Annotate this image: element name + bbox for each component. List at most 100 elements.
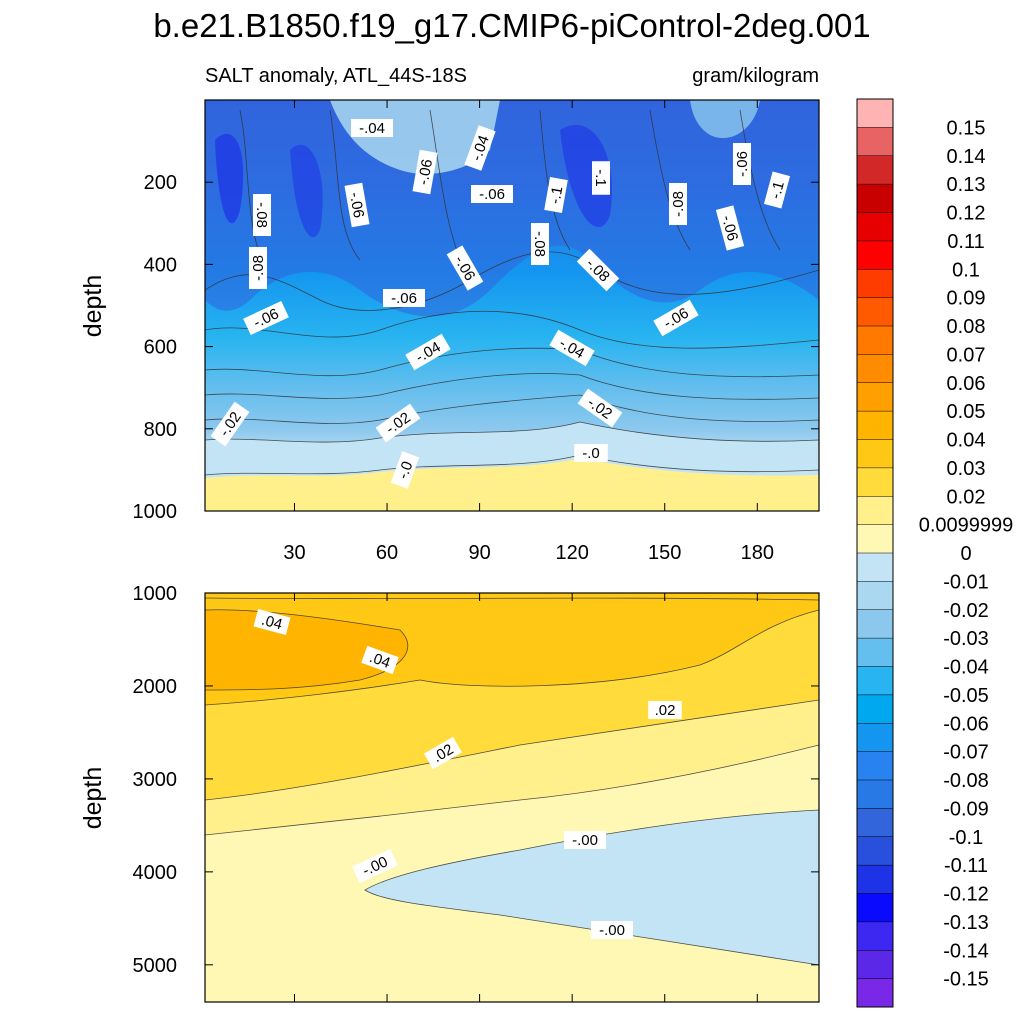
lower-contour-label: .02 <box>423 736 463 770</box>
colorbar-swatch <box>857 240 893 270</box>
colorbar-label: 0.13 <box>947 174 986 196</box>
contour-label-text: -.08 <box>531 231 548 257</box>
contour-label-bg <box>249 247 267 289</box>
contour-label-bg <box>715 205 745 251</box>
axes: 200 400 600 800 1000 30 60 90 120 150 180 1000 2000 3… <box>79 100 819 1002</box>
colorbar-swatch <box>857 808 893 838</box>
colorbar-label: -0.12 <box>943 884 989 906</box>
upper-xtick-label: 60 <box>376 542 398 564</box>
contour-label-text: .04 <box>367 649 392 672</box>
contour-label-bg <box>464 125 496 171</box>
upper-contour-label: -.06 <box>471 185 513 203</box>
upper-contour-label: -.06 <box>733 143 751 185</box>
lower-panel-frame <box>204 592 820 1003</box>
colorbar-swatch <box>857 467 893 497</box>
lower-contour-label: .04 <box>253 608 291 636</box>
lower-contour-label: -.00 <box>564 831 606 849</box>
lower-contour-label: .02 <box>648 701 682 719</box>
upper-xtick-label: 150 <box>648 542 681 564</box>
lower-contour-label: -.00 <box>591 921 633 939</box>
contour-label-text: .04 <box>260 612 285 634</box>
upper-band-deep-core <box>215 133 244 224</box>
contour-label-bg <box>361 645 399 675</box>
colorbar-swatch <box>857 921 893 951</box>
contour-label-bg <box>763 171 791 209</box>
contour-label-bg <box>576 248 620 292</box>
colorbar-swatch <box>857 723 893 752</box>
upper-contour-label: -.0 <box>390 451 420 489</box>
colorbar-label: 0.1 <box>952 259 980 281</box>
colorbar-label: 0 <box>960 543 971 565</box>
colorbar-swatch <box>857 950 893 979</box>
contour-label-bg <box>253 608 291 636</box>
colorbar-label: -0.09 <box>943 798 989 820</box>
contour-label-bg <box>592 161 610 195</box>
colorbar-label: -0.14 <box>943 940 989 962</box>
colorbar-swatch <box>857 836 893 866</box>
contour-label-text: -.08 <box>250 255 267 281</box>
upper-band-light-top-2 <box>690 100 760 139</box>
colorbar-swatch <box>857 297 893 327</box>
upper-xtick-label: 180 <box>741 542 774 564</box>
colorbar-label: -0.04 <box>943 657 989 679</box>
upper-contour-label: -.1 <box>592 161 610 195</box>
upper-contour-label: -.06 <box>383 289 425 307</box>
contour-label-bg <box>574 444 608 462</box>
contour-label-bg <box>423 736 463 770</box>
colorbar-swatch <box>857 751 893 781</box>
upper-xtick-label: 120 <box>555 542 588 564</box>
colorbar-label: -0.13 <box>943 912 989 934</box>
contour-label-text: -.06 <box>391 290 417 307</box>
colorbar-swatch <box>857 638 893 667</box>
upper-xtick-label: 30 <box>283 542 305 564</box>
contour-label-text: -.00 <box>572 832 598 849</box>
upper-ytick-label: 1000 <box>133 501 178 523</box>
colorbar-label: -0.08 <box>943 770 989 792</box>
upper-panel <box>205 100 819 511</box>
colorbar-label: -0.1 <box>949 827 983 849</box>
colorbar-swatch <box>857 439 893 469</box>
lower-contour-label: .04 <box>361 645 399 675</box>
contour-label-text: -.06 <box>734 151 751 177</box>
colorbar-swatch <box>857 893 893 923</box>
contour-label-bg <box>733 143 751 185</box>
colorbar-label: -0.05 <box>943 685 989 707</box>
contour-label-text: -.08 <box>253 202 270 228</box>
contour-label-bg <box>669 183 687 225</box>
contour-label-bg <box>352 848 398 884</box>
contour-label-bg <box>544 176 568 214</box>
colorbar-swatch <box>857 978 893 1008</box>
contour-label-text: -.0 <box>582 445 600 462</box>
upper-contour-label: -.1 <box>763 171 791 209</box>
contour-label-bg <box>351 119 393 137</box>
contour-label-bg <box>446 245 484 291</box>
colorbar-swatch <box>857 99 893 128</box>
colorbar-swatch <box>857 524 893 554</box>
lower-ytick-label: 5000 <box>133 955 178 977</box>
contour-label-bg <box>564 831 606 849</box>
upper-contour-label: -.08 <box>249 247 267 289</box>
colorbar-label: 0.05 <box>947 401 986 423</box>
upper-contour-label: -.0 <box>574 444 608 462</box>
colorbar-label: -0.06 <box>943 713 989 735</box>
contour-label-text: -.08 <box>670 191 687 217</box>
chart-title: b.e21.B1850.f19_g17.CMIP6-piControl-2deg… <box>153 7 870 44</box>
lower-ytick-label: 2000 <box>133 676 178 698</box>
upper-ytick-label: 600 <box>144 337 177 359</box>
colorbar-label: -0.11 <box>944 855 988 877</box>
colorbar-label: 0.15 <box>947 117 986 139</box>
upper-panel-frame <box>204 99 820 512</box>
contour-label-bg <box>383 289 425 307</box>
lower-band-negative <box>365 810 819 965</box>
colorbar-label: 0.07 <box>947 344 986 366</box>
colorbar-label: -0.15 <box>943 969 989 991</box>
contour-label-bg <box>653 299 699 337</box>
contour-label-bg <box>344 182 370 228</box>
contour-label-text: -.1 <box>767 179 788 200</box>
contour-label-bg <box>375 403 421 443</box>
colorbar-swatch <box>857 155 893 185</box>
contour-label-bg <box>549 329 595 367</box>
colorbar: 0.15 0.14 0.13 0.12 0.11 0.1 0.09 0.08 0.07 0.06 0… <box>856 98 1013 1008</box>
chart-subtitle-right: gram/kilogram <box>692 65 819 87</box>
colorbar-label: 0.12 <box>947 203 986 225</box>
